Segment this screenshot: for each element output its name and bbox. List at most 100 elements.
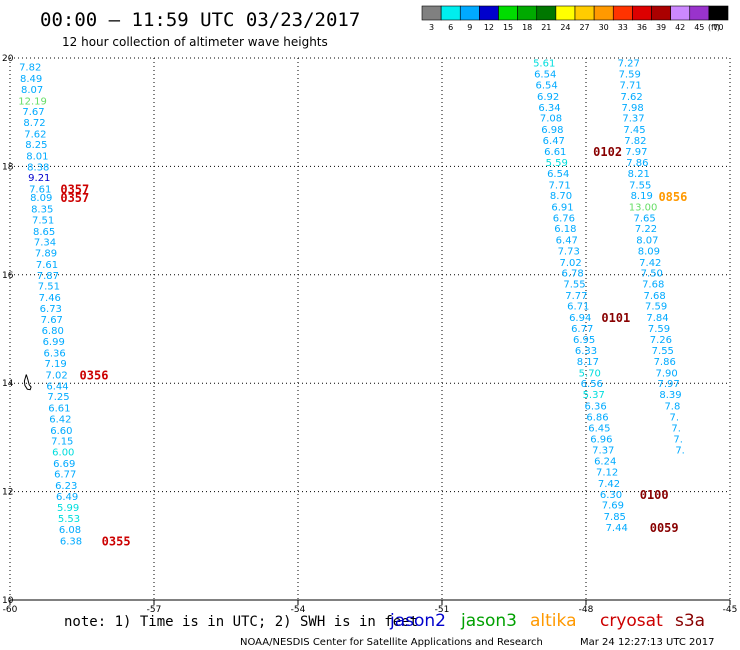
wave-height-label: 7.67 [22, 107, 44, 118]
wave-height-label: 7.69 [602, 501, 624, 512]
y-tick-label: 20 [2, 54, 14, 64]
legend-bin-label: 18 [522, 23, 532, 32]
wave-height-label: 8.65 [33, 227, 55, 238]
wave-height-label: 7.37 [592, 445, 614, 456]
wave-height-label: 7.82 [19, 63, 41, 74]
wave-height-label: 6.92 [537, 92, 559, 103]
wave-height-label: 6.71 [567, 302, 589, 313]
y-tick-label: 14 [2, 379, 14, 389]
pass-time-label: 0102 [593, 145, 622, 159]
wave-height-label: 5.37 [583, 390, 605, 401]
legend-swatch [651, 5, 671, 21]
wave-height-label: 6.36 [584, 401, 606, 412]
wave-height-label: 6.36 [43, 348, 65, 359]
wave-height-label: 7.85 [604, 512, 626, 523]
wave-height-label: 6.49 [56, 492, 78, 503]
wave-height-label: 12.19 [18, 96, 47, 107]
legend-swatch [632, 5, 652, 21]
mission-label: cryosat [600, 611, 663, 631]
y-tick-label: 16 [2, 271, 14, 281]
wave-height-label: 7.02 [45, 371, 67, 382]
wave-height-label: 7.46 [39, 293, 61, 304]
legend-swatch [612, 5, 633, 21]
mission-label: jason3 [460, 611, 517, 631]
wave-height-label: 7. [675, 445, 685, 456]
wave-height-label: 6.47 [556, 236, 578, 247]
wave-height-label: 7. [673, 435, 683, 446]
wave-height-label: 6.95 [573, 335, 595, 346]
legend-swatch [689, 5, 710, 21]
wave-height-label: 7.98 [621, 103, 643, 114]
pass-time-label: 0100 [640, 488, 669, 502]
wave-height-label: 7.15 [51, 437, 73, 448]
legend-swatch [440, 5, 461, 21]
wave-height-label: 7.8 [664, 401, 680, 412]
wave-height-label: 6.61 [544, 147, 566, 158]
legend-bin-label: 3 [429, 23, 434, 32]
wave-height-label: 6.44 [46, 381, 68, 392]
wave-height-label: 8.09 [638, 246, 660, 257]
wave-height-label: 7.12 [596, 468, 618, 479]
chart-subtitle: 12 hour collection of altimeter wave hei… [62, 35, 328, 49]
wave-height-label: 7.77 [565, 291, 587, 302]
wave-height-label: 7.61 [36, 260, 58, 271]
wave-height-label: 7.37 [622, 114, 644, 125]
wave-height-label: 7.55 [563, 280, 585, 291]
wave-height-label: 8.38 [27, 162, 49, 173]
footer-timestamp: Mar 24 12:27:13 UTC 2017 [580, 637, 715, 648]
wave-height-label: 7.86 [654, 357, 676, 368]
legend-bin-label: 6 [448, 23, 453, 32]
wave-height-label: 6.54 [535, 81, 557, 92]
legend-swatch [670, 5, 691, 21]
legend-swatch [536, 5, 557, 21]
mission-label: altika [530, 611, 577, 631]
wave-height-label: 7.62 [620, 92, 642, 103]
chart-footer: note: 1) Time is in UTC; 2) SWH is in fe… [64, 611, 715, 648]
wave-height-label: 8.72 [23, 118, 45, 129]
wave-height-label: 7.97 [625, 147, 647, 158]
wave-height-label: 5.61 [533, 58, 555, 69]
wave-height-label: 6.94 [569, 313, 591, 324]
wave-height-label: 6.61 [48, 404, 70, 415]
pass-time-label: 0355 [102, 534, 131, 548]
wave-height-label: 6.91 [551, 203, 573, 214]
x-tick-label: -45 [723, 605, 738, 615]
wave-height-label: 7.51 [38, 282, 60, 293]
legend-bin-label: 9 [467, 23, 472, 32]
coastline-island [23, 374, 32, 391]
x-tick-label: -51 [435, 605, 450, 615]
wave-height-label: 8.01 [26, 152, 48, 163]
pass-time-label: 0856 [658, 190, 687, 204]
wave-height-label: 7.73 [558, 246, 580, 257]
wave-height-label: 7.42 [639, 258, 661, 269]
wave-height-label: 7.55 [629, 180, 651, 191]
wave-height-label: 6.18 [554, 224, 576, 235]
wave-height-label: 5.99 [57, 503, 79, 514]
legend-swatch [421, 5, 442, 21]
legend-bin-label: 42 [675, 23, 685, 32]
wave-height-label: 7.97 [657, 379, 679, 390]
wave-height-label: 6.08 [59, 525, 81, 536]
x-tick-label: -54 [291, 605, 306, 615]
legend-swatch [555, 5, 576, 21]
x-tick-label: -57 [147, 605, 162, 615]
wave-height-label: 7.55 [652, 346, 674, 357]
legend-bin-label: 27 [579, 23, 589, 32]
wave-height-label: 7.34 [34, 238, 56, 249]
track-a: 7.828.498.0712.197.678.727.628.258.018.3… [18, 63, 82, 548]
footer-note: note: 1) Time is in UTC; 2) SWH is in fe… [64, 614, 418, 630]
wave-height-label: 6.78 [561, 269, 583, 280]
wave-height-label: 6.80 [42, 326, 64, 337]
wave-height-label: 7.08 [540, 114, 562, 125]
wave-height-label: 7.02 [559, 258, 581, 269]
plot-area: -60 -57 -54 -51 -48 -451012141618207.828.498.… [2, 54, 737, 615]
wave-height-label: 6.33 [575, 346, 597, 357]
wave-height-label: 7.62 [24, 129, 46, 140]
wave-height-label: 6.86 [586, 412, 608, 423]
legend-bin-label: 39 [656, 23, 666, 32]
wave-height-label: 6.45 [588, 424, 610, 435]
wave-height-label: 8.25 [25, 140, 47, 151]
chart-header: 00:00 – 11:59 UTC 03/23/2017 12 hour col… [40, 9, 360, 49]
wave-height-label: 7.89 [35, 249, 57, 260]
wave-height-label: 8.39 [659, 390, 681, 401]
